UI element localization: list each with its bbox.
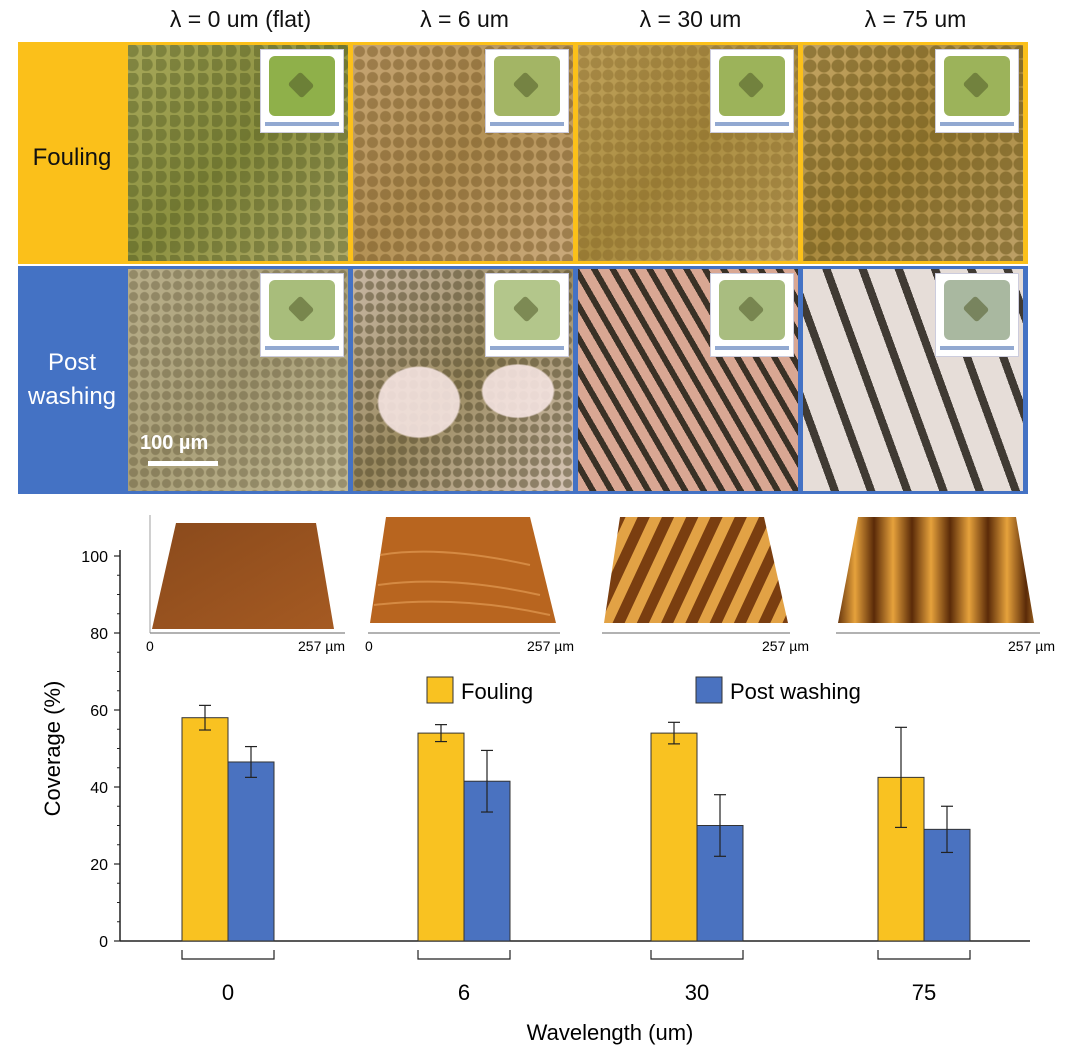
x-tick-label-30: 30: [685, 980, 709, 1005]
micrograph-washing-0: [128, 269, 348, 491]
x-tick-label-75: 75: [912, 980, 936, 1005]
afm-x-start-1: 0: [365, 638, 373, 654]
y-tick-label-100: 100: [81, 549, 108, 566]
micrograph-washing-2: [578, 269, 798, 491]
post-washing-row: Post washing: [18, 266, 1028, 494]
scale-bar: 100 µm: [140, 432, 218, 466]
micrograph-fouling-2: [578, 45, 798, 261]
sample-photo-inset: [260, 273, 344, 357]
afm-x-end-0: 257 µm: [298, 638, 345, 654]
afm-x-end-2: 257 µm: [762, 638, 809, 654]
bar-fouling-6: [417, 732, 465, 942]
post-washing-row-label: Post washing: [27, 349, 117, 410]
afm-inset-0: 0 257 µm: [146, 515, 345, 654]
afm-inset-1: 0 257 µm: [365, 517, 574, 654]
y-axis-label: Coverage (%): [40, 681, 65, 817]
column-header-1: λ = 6 um: [420, 6, 509, 32]
y-tick-label-40: 40: [90, 780, 108, 797]
column-header-3: λ = 75 um: [864, 6, 967, 32]
afm-inset-2: 257 µm: [602, 517, 809, 654]
afm-x-end-1: 257 µm: [527, 638, 574, 654]
x-tick-label-0: 0: [222, 980, 234, 1005]
sample-photo-inset: [935, 49, 1019, 133]
group-bracket: [417, 950, 511, 960]
group-bracket: [877, 950, 971, 960]
legend-swatch-fouling: [426, 676, 454, 704]
bar-fouling-0: [181, 717, 229, 942]
afm-inset-3: 257 µm: [836, 517, 1055, 654]
y-tick-label-80: 80: [90, 626, 108, 643]
afm-x-end-3: 257 µm: [1008, 638, 1055, 654]
sample-photo-inset: [710, 49, 794, 133]
sample-photo-inset: [485, 273, 569, 357]
scale-bar-line: [148, 461, 218, 466]
micrograph-fouling-0: [128, 45, 348, 261]
column-header-0: λ = 0 um (flat): [169, 6, 312, 32]
afm-insets: 0 257 µm 0 257 µm 257 µm 257 µm: [146, 515, 1055, 654]
micrograph-fouling-1: [353, 45, 573, 261]
column-header-2: λ = 30 um: [639, 6, 742, 32]
scale-bar-label: 100 µm: [140, 432, 209, 454]
micrograph-washing-3: [803, 269, 1023, 491]
legend-swatch-post-washing: [695, 676, 723, 704]
bar-post-washing-0: [227, 761, 275, 942]
y-tick-label-60: 60: [90, 703, 108, 720]
group-bracket: [181, 950, 275, 960]
sample-photo-inset: [935, 273, 1019, 357]
x-axis-label: Wavelength (um): [527, 1020, 694, 1045]
y-tick-label-0: 0: [99, 934, 108, 951]
fouling-row-label: Fouling: [32, 144, 112, 171]
sample-photo-inset: [485, 49, 569, 133]
bar-fouling-30: [650, 732, 698, 942]
legend-label-post-washing: Post washing: [730, 679, 861, 704]
legend-label-fouling: Fouling: [461, 679, 533, 704]
sample-photo-inset: [260, 49, 344, 133]
group-bracket: [650, 950, 744, 960]
micrograph-fouling-3: [803, 45, 1023, 261]
fouling-row: Fouling: [18, 42, 1028, 264]
x-tick-label-6: 6: [458, 980, 470, 1005]
micrograph-washing-1: [353, 269, 573, 491]
afm-x-start-0: 0: [146, 638, 154, 654]
y-tick-label-20: 20: [90, 857, 108, 874]
sample-photo-inset: [710, 273, 794, 357]
